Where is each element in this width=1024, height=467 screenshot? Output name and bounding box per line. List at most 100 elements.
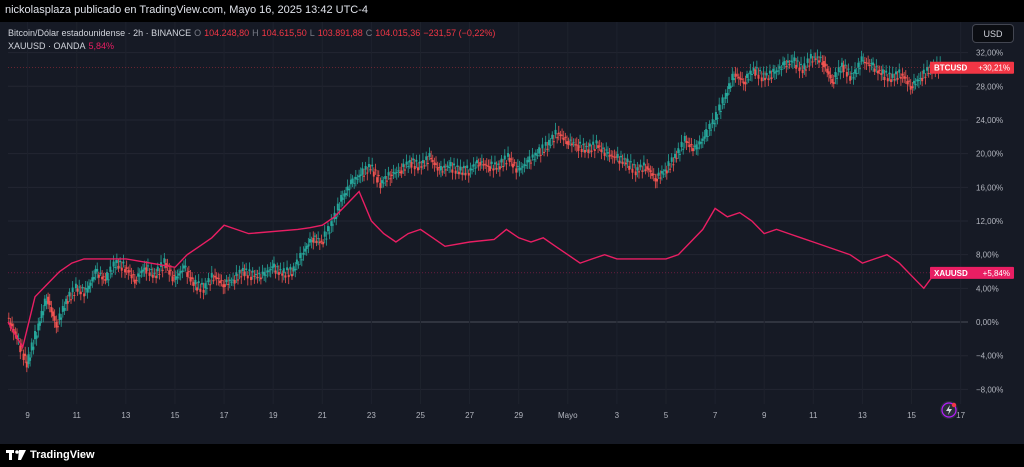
- x-tick-label: 15: [907, 411, 916, 420]
- candle-body: [89, 282, 92, 286]
- candle-body: [76, 288, 79, 292]
- candle-body: [759, 70, 762, 72]
- candle-body: [631, 168, 634, 173]
- price-badge-xauusd[interactable]: XAUUSD +5,84%: [930, 266, 1014, 279]
- y-axis: 32,00% 28,00% 24,00% 20,00% 16,00% 12,00% 8,00…: [976, 49, 1003, 395]
- compare-series-legend[interactable]: XAUUSD · OANDA 5,84%: [8, 40, 495, 53]
- price-badge-btcusd[interactable]: BTCUSD +30,21%: [930, 61, 1014, 74]
- candle-body: [425, 156, 428, 160]
- candle-body: [271, 266, 274, 269]
- price-chart[interactable]: 32,00% 28,00% 24,00% 20,00% 16,00% 12,00% 8,00…: [0, 22, 1024, 444]
- candle-body: [374, 169, 377, 171]
- candle-body: [523, 164, 526, 166]
- candle-body: [634, 171, 637, 176]
- candle-body: [665, 170, 668, 174]
- x-tick-label: 3: [615, 411, 620, 420]
- candle-body: [850, 73, 853, 75]
- candle-body: [870, 63, 873, 65]
- candle-body: [150, 268, 153, 270]
- candle-body: [79, 291, 82, 295]
- candle-body: [174, 276, 177, 280]
- candle-body: [497, 163, 500, 165]
- candle-body: [855, 72, 858, 74]
- candle-body: [678, 153, 681, 155]
- x-tick-label: 7: [713, 411, 718, 420]
- candle-body: [516, 165, 519, 167]
- candle-body: [641, 170, 644, 172]
- candle-body: [786, 60, 789, 63]
- candle-body: [182, 265, 185, 269]
- y-tick-label: 24,00%: [976, 116, 1003, 125]
- candle-body: [189, 277, 192, 282]
- candle-body: [421, 160, 424, 164]
- currency-button[interactable]: USD: [972, 24, 1014, 43]
- candle-body: [212, 280, 215, 282]
- candle-body: [286, 267, 289, 271]
- candle-body: [222, 284, 225, 288]
- candle-body: [857, 62, 860, 68]
- candle-body: [621, 161, 624, 165]
- candle-body: [106, 272, 109, 280]
- y-tick-label: 28,00%: [976, 82, 1003, 91]
- candle-body: [50, 306, 53, 313]
- xauusd-series-line[interactable]: [7, 190, 942, 350]
- candle-body: [83, 293, 86, 297]
- candle-body: [128, 270, 131, 272]
- candle-body: [868, 64, 871, 67]
- candle-body: [423, 165, 426, 167]
- candle-body: [86, 288, 89, 293]
- candle-body: [601, 147, 604, 149]
- candle-body: [140, 270, 143, 274]
- candle-body: [860, 56, 863, 62]
- candle-body: [714, 112, 717, 120]
- candle-body: [832, 82, 835, 85]
- candle-body: [240, 276, 243, 278]
- candle-body: [683, 135, 686, 142]
- candle-body: [570, 143, 573, 146]
- candle-body: [343, 193, 346, 197]
- candle-body: [202, 289, 205, 293]
- candle-body: [511, 163, 514, 168]
- candle-body: [692, 148, 695, 152]
- tradingview-logo[interactable]: TradingView: [6, 449, 95, 461]
- candle-body: [847, 68, 850, 70]
- candle-body: [377, 174, 380, 176]
- candle-body: [223, 284, 226, 287]
- candle-body: [746, 73, 749, 78]
- y-tick-label: 8,00%: [976, 251, 999, 260]
- candle-body: [863, 62, 866, 64]
- x-tick-label: 23: [367, 411, 376, 420]
- candle-body: [652, 173, 655, 175]
- candle-body: [696, 147, 699, 149]
- candle-body: [657, 172, 660, 176]
- candle-body: [662, 173, 665, 175]
- candle-body: [210, 273, 213, 278]
- candle-body: [413, 165, 416, 170]
- candle-body: [84, 287, 87, 290]
- candle-body: [736, 74, 739, 76]
- candle-body: [276, 266, 279, 268]
- candle-body: [515, 168, 518, 173]
- candle-body: [376, 177, 379, 183]
- candle-body: [122, 261, 125, 264]
- candle-body: [178, 273, 181, 276]
- candle-body: [565, 141, 568, 145]
- candle-body: [441, 171, 444, 173]
- candle-body: [37, 323, 40, 331]
- candle-body: [551, 134, 554, 139]
- candle-body: [156, 266, 159, 272]
- main-series-legend[interactable]: Bitcoin/Dólar estadounidense · 2h · BINA…: [8, 27, 495, 40]
- candle-body: [880, 72, 883, 75]
- candle-body: [34, 331, 37, 340]
- high-label: H: [252, 28, 259, 38]
- candle-body: [500, 158, 503, 163]
- candle-body: [40, 310, 43, 318]
- candle-body: [407, 166, 410, 168]
- candle-body: [503, 155, 506, 160]
- candle-body: [17, 338, 20, 340]
- candle-body: [814, 58, 817, 60]
- candle-body: [438, 166, 441, 168]
- candle-body: [667, 161, 670, 166]
- candle-body: [849, 76, 852, 81]
- flash-button[interactable]: [940, 401, 958, 419]
